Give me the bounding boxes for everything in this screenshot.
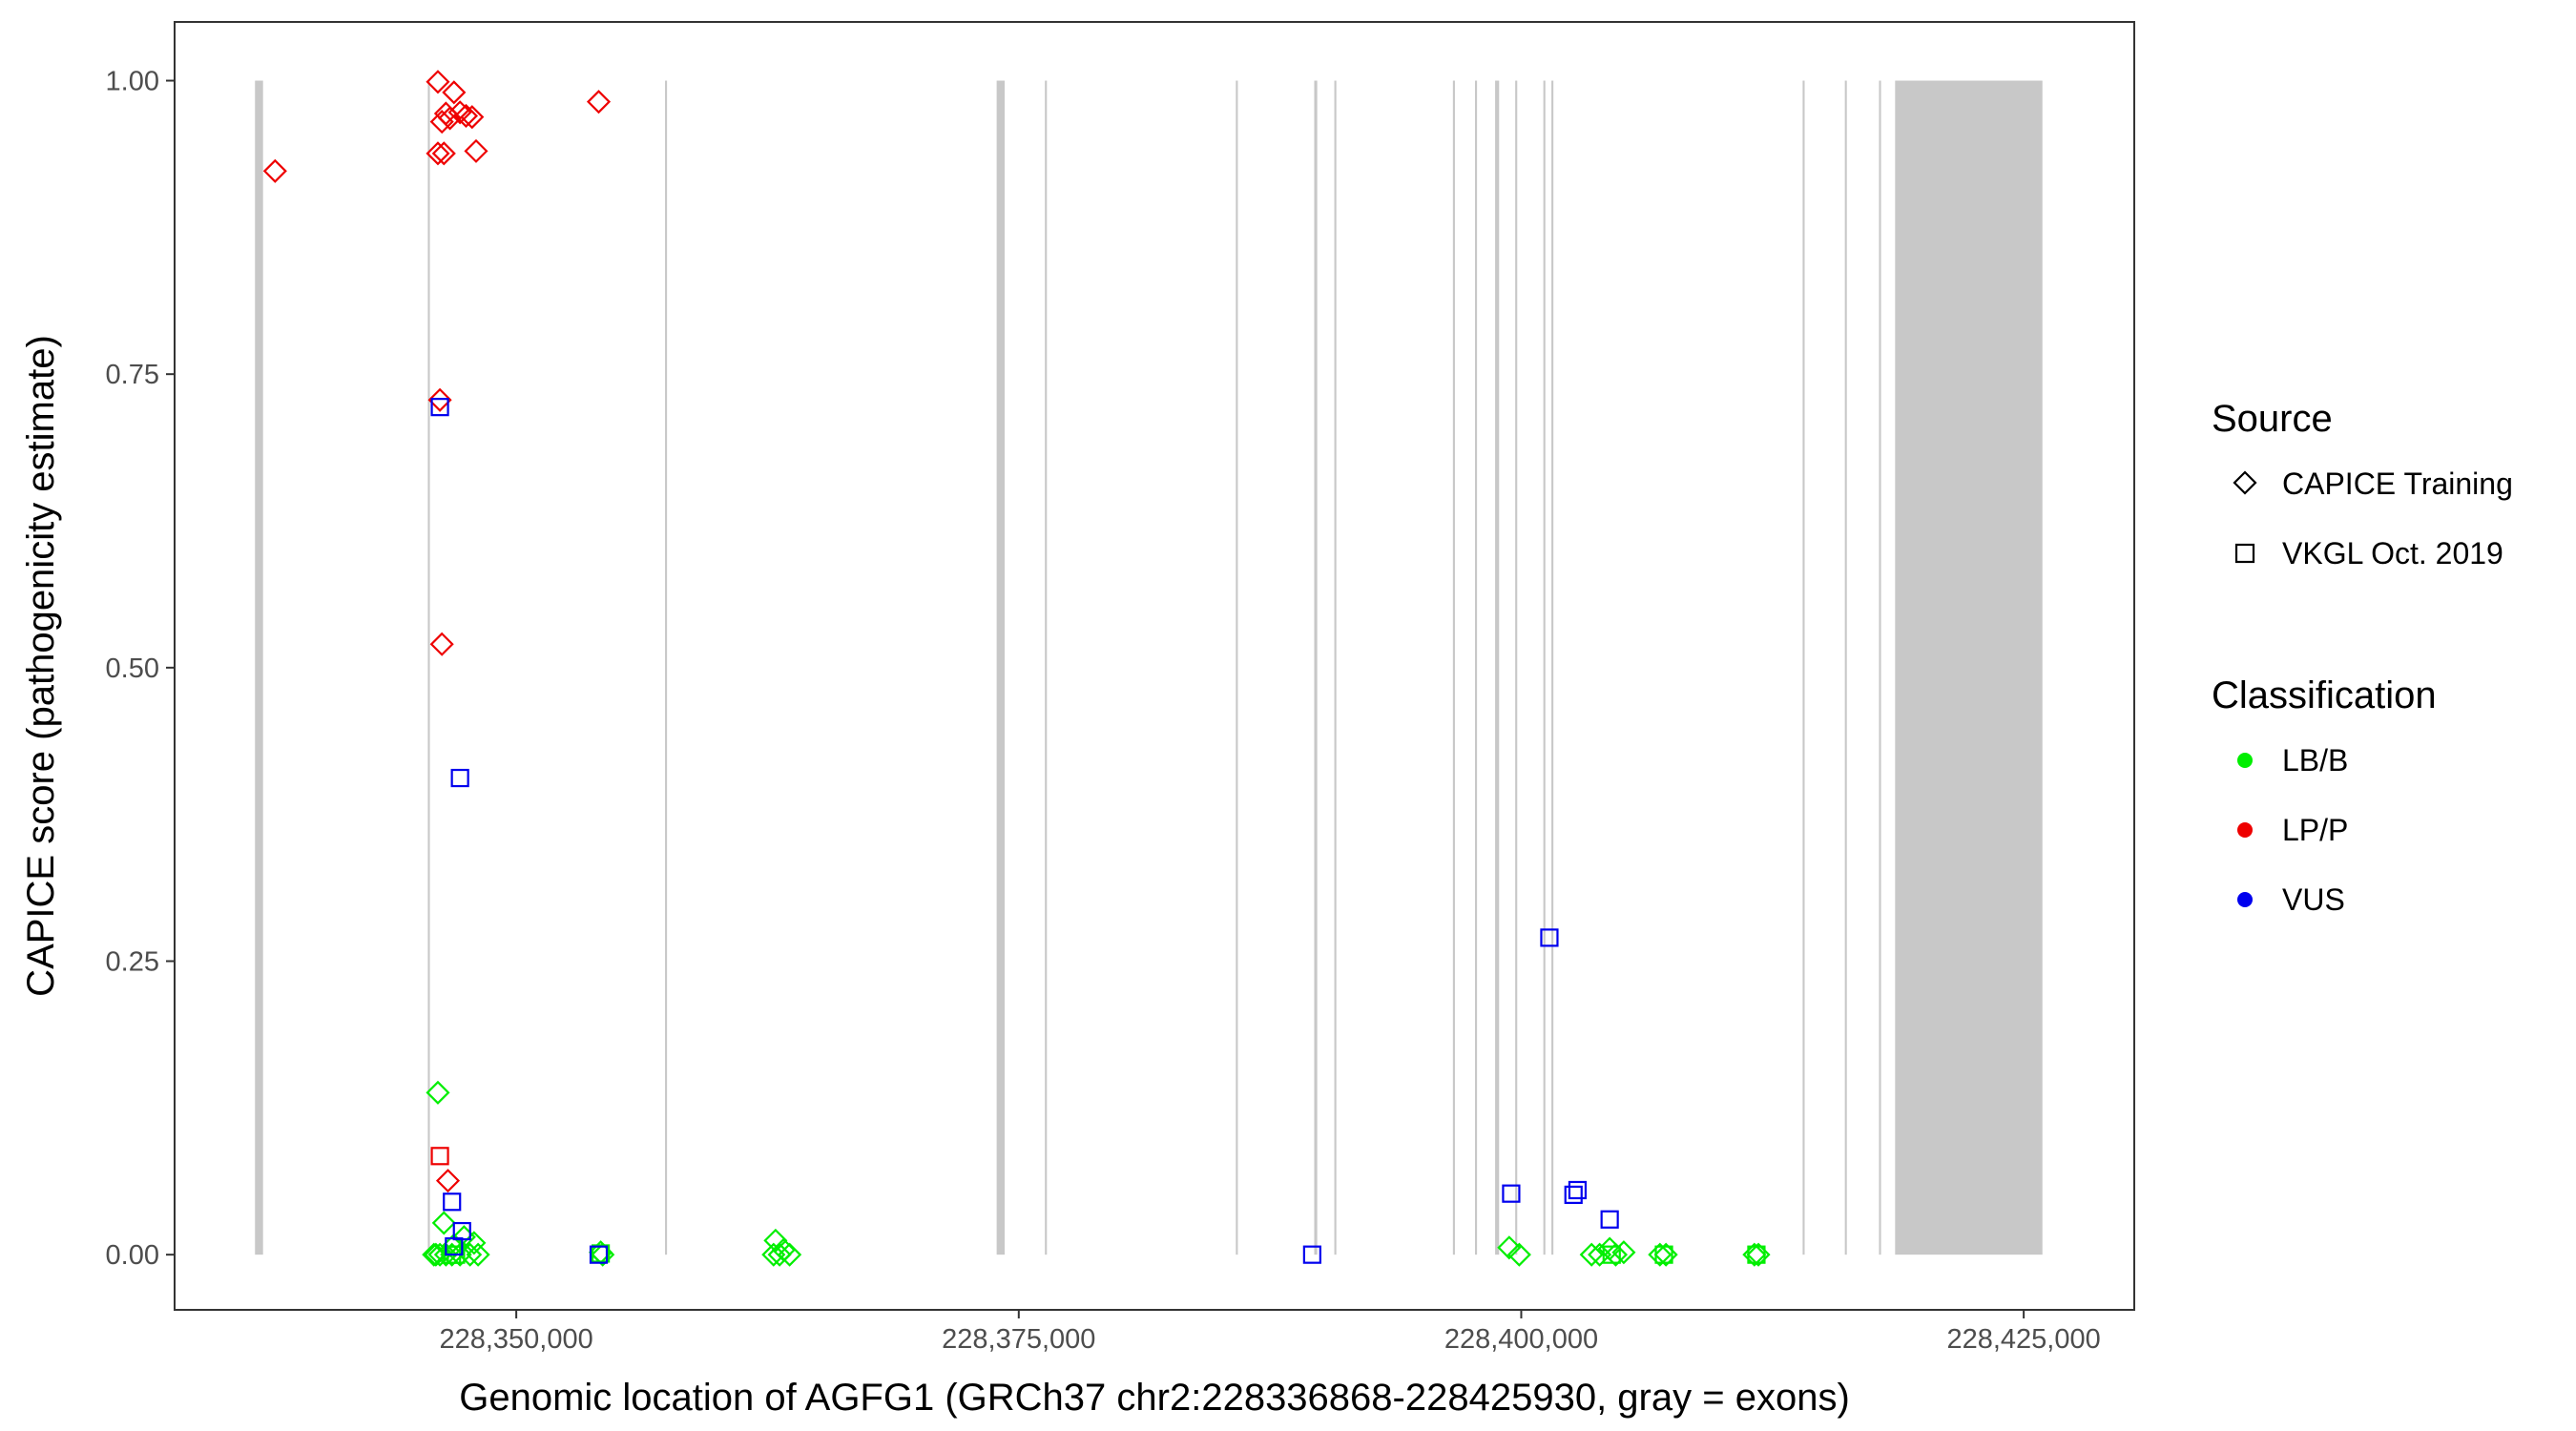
exon-band-10 [1495,80,1500,1255]
point-s2-4 [1654,1245,1673,1264]
exon-band-6 [1314,80,1318,1255]
exon-band-17 [1895,80,2043,1255]
exon-band-12 [1543,80,1546,1255]
point-s4-4 [445,1236,464,1256]
point-s0-1 [426,70,450,94]
point-s0-5 [442,80,467,105]
point-s4-6 [1302,1245,1321,1264]
y-tick-label-2: 0.50 [106,653,159,684]
point-s4-7 [1502,1184,1521,1203]
point-s2-5 [1747,1245,1766,1264]
exon-band-16 [1879,80,1881,1255]
point-s1-25 [1603,1242,1629,1267]
exon-band-8 [1452,80,1455,1255]
y-axis-title: CAPICE score (pathogenicity estimate) [20,335,62,997]
legend-source-item-1: VKGL Oct. 2019 [2282,536,2503,570]
point-s0-7 [453,103,479,129]
point-s1-7 [422,1242,447,1267]
point-s1-17 [767,1242,792,1267]
exon-band-13 [1551,80,1554,1255]
exon-band-7 [1334,80,1337,1255]
point-s4-8 [1540,928,1559,947]
y-tick-label-4: 1.00 [106,67,159,97]
exon-band-0 [255,80,263,1255]
point-s1-5 [466,1242,490,1267]
point-s1-20 [1497,1235,1522,1260]
point-s4-0 [430,398,449,417]
point-s0-11 [464,138,488,163]
point-s3-0 [430,1147,449,1166]
plot-panel-background [175,22,2134,1310]
y-tick-label-0: 0.00 [106,1240,159,1271]
legend-lbb-swatch [2237,753,2253,768]
exon-band-1 [427,80,430,1255]
legend-source-title: Source [2212,398,2333,440]
x-axis-title: Genomic location of AGFG1 (GRCh37 chr2:2… [459,1377,1850,1419]
point-s0-13 [429,632,454,656]
point-s1-1 [431,1211,456,1235]
exon-band-2 [665,80,668,1255]
x-tick-label-1: 228,375,000 [942,1324,1095,1355]
point-s0-6 [447,100,472,125]
exon-band-14 [1802,80,1805,1255]
point-s2-3 [1602,1245,1621,1264]
exon-band-9 [1475,80,1478,1255]
exon-band-3 [996,80,1006,1255]
point-s0-12 [427,387,452,412]
legend-class-item-0: LB/B [2282,743,2348,778]
point-s4-11 [1600,1210,1619,1229]
point-s1-21 [1506,1242,1531,1267]
point-s4-1 [450,768,469,788]
legend-class-item-1: LP/P [2282,813,2348,847]
point-s1-23 [1588,1242,1612,1267]
point-s1-15 [761,1242,786,1267]
point-s1-22 [1579,1242,1604,1267]
point-s0-0 [262,158,287,183]
legend-class-title: Classification [2212,674,2437,716]
point-s1-26 [1611,1240,1636,1265]
point-s0-8 [460,105,485,130]
legend-diamond-icon [2233,470,2257,495]
x-tick-label-3: 228,425,000 [1946,1324,2100,1355]
exon-band-5 [1236,80,1238,1255]
x-axis: 228,350,000 228,375,000 228,400,000 228,425… [439,1310,2101,1355]
point-s0-10 [431,141,456,166]
point-s0-14 [435,1169,461,1193]
legend-vus-swatch [2237,892,2253,907]
point-s2-2 [592,1244,611,1263]
point-s1-27 [1648,1242,1672,1267]
legend-square-icon [2234,543,2255,564]
point-s0-15 [586,90,612,114]
legend-lpp-swatch [2237,822,2253,838]
x-tick-label-2: 228,400,000 [1444,1324,1598,1355]
point-s4-9 [1568,1180,1588,1200]
point-s0-9 [426,141,450,166]
exon-band-15 [1844,80,1847,1255]
point-s4-2 [443,1192,462,1212]
y-tick-label-3: 0.75 [106,360,159,390]
legend-source-item-0: CAPICE Training [2282,467,2513,501]
exon-band-11 [1515,80,1518,1255]
point-s1-0 [426,1080,450,1105]
legend-class-item-2: VUS [2282,882,2345,917]
y-tick-label-1: 0.25 [106,947,159,978]
point-s1-19 [778,1242,802,1267]
x-tick-label-0: 228,350,000 [439,1324,592,1355]
y-axis: 0.00 0.25 0.50 0.75 1.00 [106,67,175,1271]
point-s4-10 [1564,1185,1583,1205]
legend: Source CAPICE Training VKGL Oct. 2019 Cl… [2212,398,2513,917]
exon-bands [255,80,2043,1255]
data-points [262,70,1771,1267]
point-s4-5 [589,1245,609,1264]
exon-band-4 [1045,80,1048,1255]
plot-panel-border [174,21,2135,1311]
point-s1-11 [447,1242,472,1267]
point-s0-2 [429,110,454,135]
